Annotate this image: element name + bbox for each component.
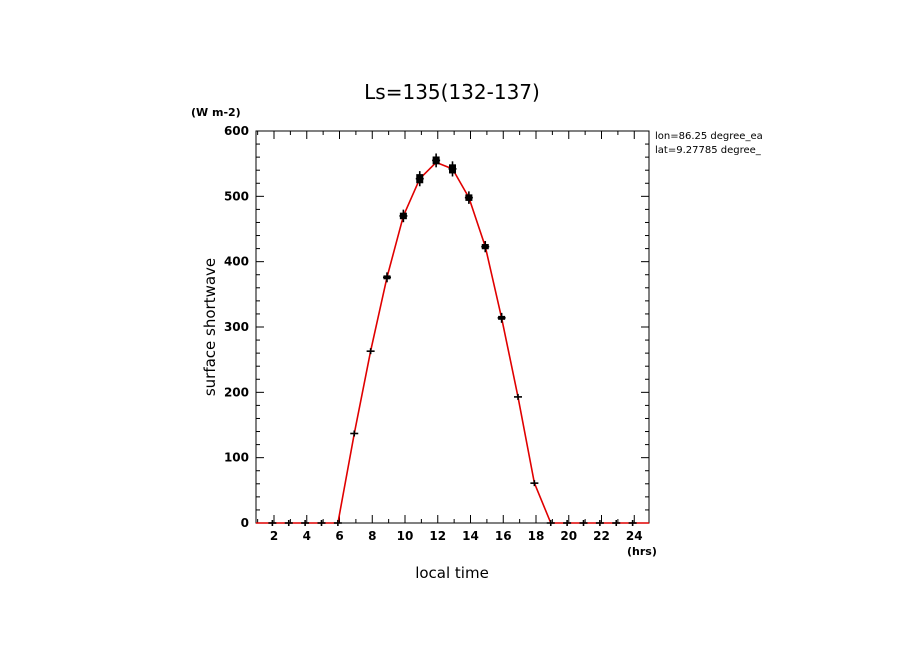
data-marker <box>464 191 473 204</box>
data-marker <box>383 272 391 283</box>
data-marker <box>284 520 293 526</box>
marker-spread <box>416 174 424 184</box>
marker-spread <box>399 212 407 220</box>
data-marker <box>432 153 441 168</box>
x-axis-label: local time <box>415 564 489 582</box>
y-tick-label: 600 <box>224 124 249 138</box>
data-marker <box>530 480 539 487</box>
x-tick-label: 20 <box>560 529 577 543</box>
data-marker <box>448 161 457 177</box>
marker-spread <box>383 275 391 280</box>
data-marker <box>481 241 490 253</box>
x-tick-label: 24 <box>626 529 643 543</box>
data-marker <box>497 312 506 323</box>
data-marker <box>595 520 604 526</box>
data-marker <box>317 520 326 526</box>
x-tick-label: 6 <box>335 529 343 543</box>
data-marker <box>415 171 424 187</box>
x-tick-label: 2 <box>270 529 278 543</box>
location-lat: lat=9.27785 degree_ <box>655 145 762 156</box>
data-marker <box>563 520 572 526</box>
plot-area <box>256 153 649 526</box>
data-marker <box>399 209 408 223</box>
x-tick-label: 22 <box>593 529 610 543</box>
y-tick-label: 100 <box>224 451 249 465</box>
marker-spread <box>481 244 489 250</box>
data-marker <box>350 430 359 437</box>
x-tick-label: 12 <box>429 529 446 543</box>
y-tick-label: 200 <box>224 385 249 399</box>
marker-spread <box>498 315 506 320</box>
data-marker <box>579 520 588 526</box>
y-axis-label: surface shortwave <box>201 258 219 396</box>
x-tick-label: 16 <box>495 529 512 543</box>
x-tick-label: 8 <box>368 529 376 543</box>
y-tick-label: 400 <box>224 255 249 269</box>
data-marker <box>612 520 621 526</box>
data-marker <box>366 348 375 355</box>
x-tick-label: 4 <box>303 529 311 543</box>
data-marker <box>628 520 637 526</box>
x-tick-label: 18 <box>528 529 545 543</box>
x-tick-label: 14 <box>462 529 479 543</box>
data-marker <box>268 520 277 526</box>
chart-title: Ls=135(132-137) <box>364 80 540 104</box>
data-marker <box>301 520 310 526</box>
y-tick-label: 0 <box>241 516 249 530</box>
data-marker <box>514 393 522 400</box>
x-tick-label: 10 <box>397 529 414 543</box>
y-tick-label: 300 <box>224 320 249 334</box>
marker-spread <box>465 194 473 201</box>
location-lon: lon=86.25 degree_ea <box>655 131 763 142</box>
data-marker <box>333 520 342 526</box>
x-axis-unit: (hrs) <box>627 545 657 558</box>
y-axis-unit: (W m-2) <box>191 106 241 119</box>
data-marker <box>546 520 555 526</box>
y-tick-label: 500 <box>224 189 249 203</box>
marker-spread <box>449 164 456 174</box>
marker-spread <box>432 156 440 165</box>
